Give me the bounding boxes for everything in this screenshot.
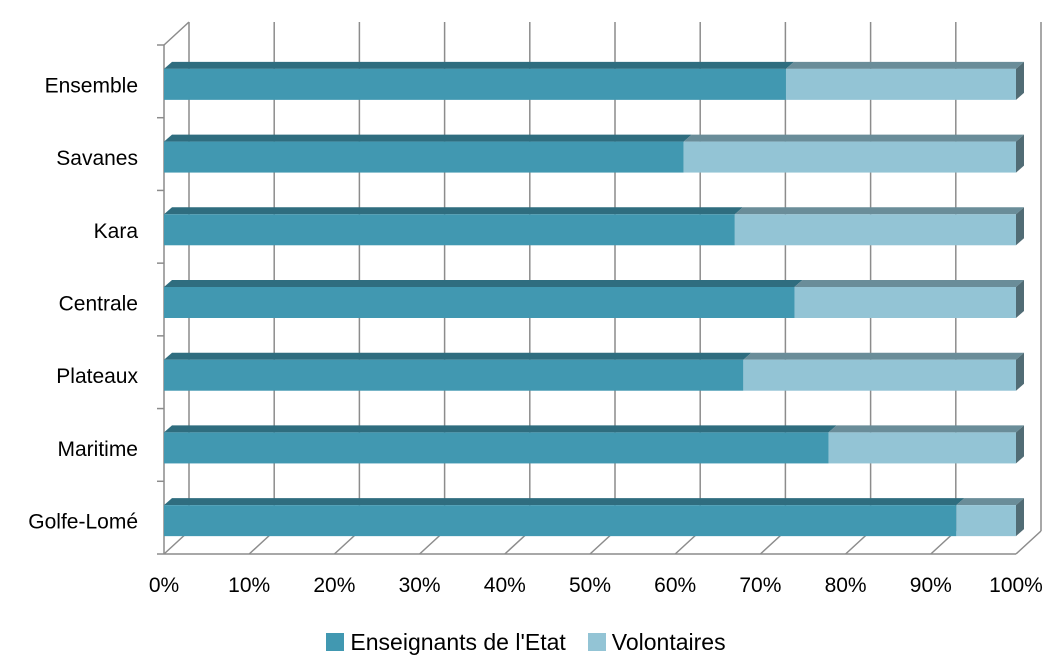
- bar: [734, 214, 1016, 246]
- bar-top-face: [828, 425, 1024, 433]
- bar-side-face: [1016, 425, 1024, 464]
- bar-side-face: [1016, 280, 1024, 318]
- x-tick-label: 60%: [654, 574, 696, 597]
- bar: [164, 141, 684, 173]
- bar-top-face: [164, 425, 837, 433]
- floor-gridline: [1015, 530, 1042, 555]
- bar-side-face: [1016, 134, 1024, 173]
- x-tick-label: 10%: [228, 574, 270, 597]
- legend-label-volontaires: Volontaires: [611, 628, 726, 655]
- legend-swatch-volontaires: [587, 633, 606, 651]
- bar-side-face: [1016, 61, 1024, 100]
- category-label: Maritime: [57, 438, 138, 461]
- bar-top-face: [164, 280, 803, 287]
- bar-top-face: [164, 498, 965, 506]
- legend-swatch-enseignants: [326, 633, 345, 651]
- legend-item-volontaires: Volontaires: [587, 628, 726, 656]
- category-label: Centrale: [59, 293, 138, 316]
- category-label: Savanes: [56, 147, 138, 170]
- category-label: Kara: [94, 220, 139, 243]
- x-tick-label: 90%: [910, 574, 952, 597]
- bar-chart: 0% 10% 20% 30% 40% 50% 60% 70% 80% 90% 100% Ensembl…: [28, 21, 1043, 597]
- bar-top-face: [956, 498, 1024, 506]
- bar: [164, 359, 744, 391]
- bar: [785, 68, 1016, 100]
- category-label: Golfe-Lomé: [28, 511, 138, 534]
- bar: [743, 359, 1016, 391]
- bar-side-face: [1016, 207, 1024, 246]
- bar-top-face: [164, 134, 692, 142]
- bar: [794, 287, 1016, 318]
- bar-top-face: [164, 207, 743, 215]
- bar-side-face: [1016, 352, 1024, 391]
- bar: [164, 432, 829, 464]
- bar-side-face: [1016, 498, 1024, 537]
- bar: [828, 432, 1016, 464]
- bar: [164, 505, 957, 537]
- bar: [956, 505, 1016, 537]
- bar: [164, 68, 786, 100]
- bar-top-face: [164, 61, 794, 69]
- legend-label-enseignants: Enseignants de l'Etat: [350, 628, 566, 655]
- bar-top-face: [734, 207, 1024, 215]
- x-tick-label: 20%: [313, 574, 355, 597]
- x-tick-label: 80%: [825, 574, 867, 597]
- bar: [164, 214, 735, 246]
- x-tick-label: 0%: [149, 574, 179, 597]
- legend: Enseignants de l'Etat Volontaires: [0, 624, 1052, 660]
- bar: [683, 141, 1016, 173]
- category-label: Ensemble: [45, 74, 138, 97]
- x-tick-label: 30%: [399, 574, 441, 597]
- bar: [164, 287, 795, 318]
- legend-item-enseignants: Enseignants de l'Etat: [326, 628, 566, 656]
- side-wall-top-edge: [163, 21, 190, 46]
- x-tick-label: 70%: [739, 574, 781, 597]
- x-tick-label: 50%: [569, 574, 611, 597]
- bar-top-face: [785, 61, 1024, 69]
- category-label: Plateaux: [56, 365, 138, 388]
- x-tick-label: 100%: [989, 574, 1043, 597]
- bar-top-face: [743, 352, 1024, 360]
- x-tick-label: 40%: [484, 574, 526, 597]
- bar-top-face: [164, 352, 752, 360]
- bar-top-face: [794, 280, 1024, 287]
- bar-top-face: [683, 134, 1024, 142]
